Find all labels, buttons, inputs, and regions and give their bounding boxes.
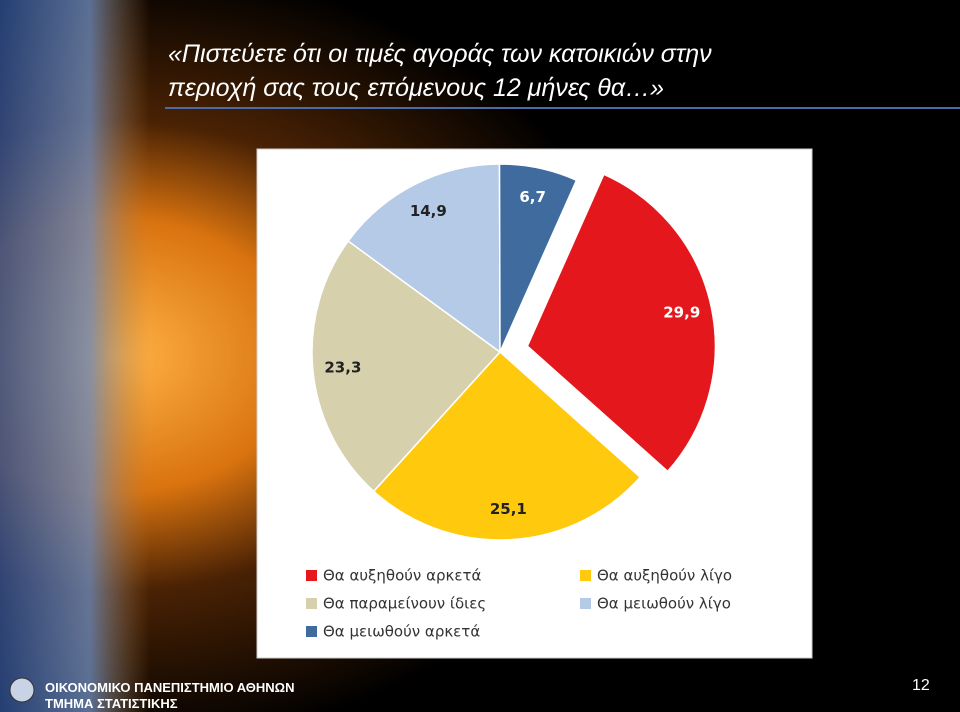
legend-label: Θα αυξηθούν λίγο: [597, 567, 732, 585]
pie-slice: [372, 350, 642, 541]
footer-institution: ΟΙΚΟΝΟΜΙΚΟ ΠΑΝΕΠΙΣΤΗΜΙΟ ΑΘΗΝΩΝ: [45, 680, 294, 695]
data-label: 23,3: [324, 359, 361, 377]
pie-slice: [347, 163, 501, 354]
legend-swatch: [580, 598, 591, 609]
title-line: περιοχή σας τους επόμενους 12 μήνες θα…»: [168, 74, 664, 102]
pie-slice: [526, 173, 717, 473]
legend-swatch: [580, 570, 591, 581]
footer-department: ΤΜΗΜΑ ΣΤΑΤΙΣΤΙΚΗΣ: [45, 696, 178, 711]
legend-label: Θα μειωθούν αρκετά: [323, 623, 480, 641]
legend-swatch: [306, 626, 317, 637]
legend-label: Θα αυξηθούν αρκετά: [323, 567, 481, 585]
data-label: 25,1: [490, 500, 527, 518]
title-line: «Πιστεύετε ότι οι τιμές αγοράς των κατοι…: [168, 40, 712, 68]
data-label: 6,7: [519, 188, 546, 206]
data-label: 29,9: [663, 303, 700, 321]
pie-slice: [498, 163, 578, 353]
background-panel: [0, 0, 150, 712]
page-number: 12: [912, 677, 930, 694]
legend-swatch: [306, 598, 317, 609]
pie-chart: 29,9 25,1 23,3 14,9 6,7 Θα αυξηθούν αρκετά Θα …: [306, 163, 732, 641]
legend-swatch: [306, 570, 317, 581]
legend-label: Θα μειωθούν λίγο: [597, 595, 731, 613]
data-label: 14,9: [410, 202, 447, 220]
legend-label: Θα παραμείνουν ίδιες: [323, 595, 486, 613]
logo: [9, 677, 35, 703]
pie-slice: [311, 240, 502, 493]
